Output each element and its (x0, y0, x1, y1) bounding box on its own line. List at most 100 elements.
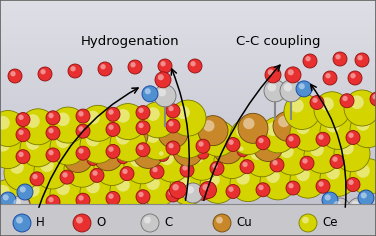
Bar (0, 152, 376, 153)
Circle shape (253, 131, 283, 161)
Bar (0, 179, 376, 180)
Bar (0, 4, 376, 5)
Circle shape (238, 113, 268, 143)
Circle shape (226, 138, 240, 152)
Circle shape (268, 69, 274, 75)
Circle shape (357, 55, 363, 60)
Circle shape (250, 146, 264, 160)
Bar (0, 190, 376, 191)
Circle shape (299, 83, 305, 89)
Circle shape (40, 158, 54, 172)
Circle shape (280, 80, 302, 102)
Bar (0, 162, 376, 163)
Bar (0, 67, 376, 68)
Circle shape (18, 199, 24, 204)
Circle shape (237, 145, 249, 157)
Circle shape (258, 138, 264, 143)
Circle shape (50, 107, 86, 143)
Bar (0, 224, 376, 225)
Circle shape (273, 111, 303, 141)
Circle shape (78, 126, 84, 132)
Circle shape (350, 112, 376, 148)
Bar (0, 113, 376, 114)
Bar (0, 29, 376, 30)
Circle shape (100, 155, 114, 169)
Bar (0, 142, 376, 143)
Bar (0, 93, 376, 94)
Circle shape (176, 174, 190, 188)
Circle shape (203, 120, 214, 131)
Bar (0, 114, 376, 115)
Bar (0, 143, 376, 144)
Bar (0, 180, 376, 181)
Circle shape (118, 120, 148, 150)
Circle shape (288, 136, 294, 141)
Circle shape (70, 157, 84, 170)
Circle shape (40, 69, 46, 74)
Bar (0, 27, 376, 28)
Circle shape (78, 123, 108, 153)
Circle shape (199, 141, 204, 147)
Bar (0, 82, 376, 83)
Circle shape (266, 122, 280, 136)
Bar (0, 8, 376, 9)
Bar (0, 166, 376, 167)
Circle shape (116, 178, 130, 192)
Circle shape (348, 198, 368, 218)
Circle shape (350, 159, 376, 195)
Bar (0, 199, 376, 200)
Bar (0, 122, 376, 123)
Bar (0, 63, 376, 64)
Bar (0, 22, 376, 23)
Bar (0, 69, 376, 70)
Bar (0, 222, 376, 223)
Bar (0, 101, 376, 102)
Circle shape (316, 132, 330, 146)
Circle shape (138, 143, 150, 154)
Bar (0, 170, 376, 171)
Bar (0, 68, 376, 69)
Circle shape (166, 119, 180, 133)
Circle shape (123, 125, 135, 136)
Circle shape (90, 168, 104, 182)
Bar (0, 7, 376, 8)
Bar (0, 198, 376, 199)
Circle shape (258, 185, 264, 190)
Circle shape (46, 195, 60, 209)
Circle shape (316, 179, 330, 193)
Circle shape (16, 217, 23, 223)
Bar (0, 105, 376, 106)
Bar (0, 46, 376, 47)
Circle shape (150, 165, 164, 179)
Bar (0, 215, 376, 216)
Circle shape (0, 192, 16, 208)
Bar (0, 41, 376, 42)
Circle shape (10, 196, 30, 216)
Circle shape (14, 199, 21, 206)
Circle shape (168, 190, 174, 195)
Circle shape (46, 148, 60, 162)
Circle shape (330, 198, 350, 218)
Bar (0, 221, 376, 222)
Circle shape (122, 169, 128, 174)
Circle shape (199, 149, 203, 153)
Circle shape (190, 150, 204, 163)
Bar (0, 124, 376, 125)
Circle shape (334, 201, 341, 209)
Bar (0, 156, 376, 157)
Bar (0, 70, 376, 71)
Bar (0, 25, 376, 26)
Circle shape (230, 119, 266, 155)
Bar (0, 127, 376, 128)
Bar (0, 2, 376, 3)
Bar (0, 172, 376, 173)
Bar (0, 210, 376, 211)
Bar (0, 161, 376, 162)
Circle shape (168, 143, 174, 148)
Bar (0, 95, 376, 96)
Text: O: O (96, 216, 105, 229)
Text: Ce: Ce (322, 216, 338, 229)
Bar (0, 144, 376, 145)
Circle shape (361, 192, 367, 198)
Circle shape (370, 92, 376, 106)
